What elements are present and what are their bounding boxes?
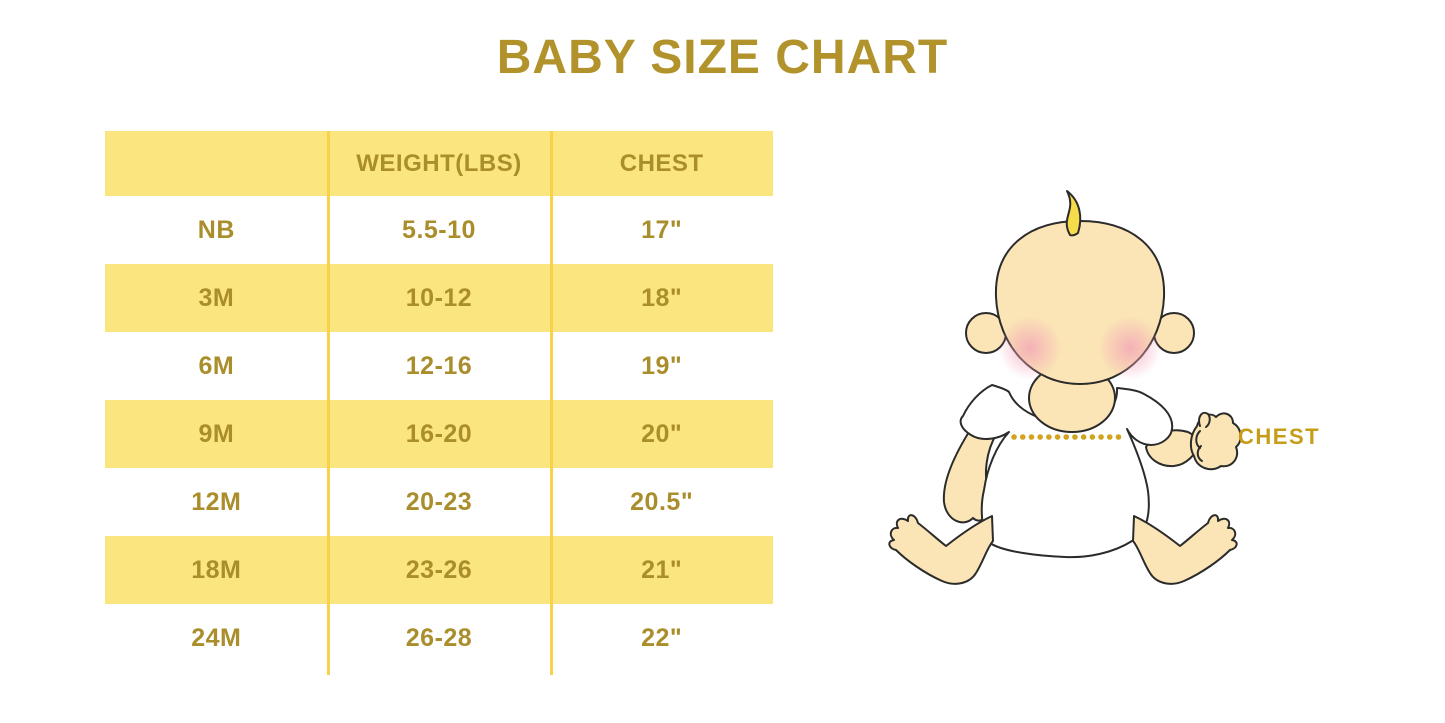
table-row-18m: 18M 23-26 21" <box>105 536 773 604</box>
weight-cell: 16-20 <box>405 419 473 448</box>
size-cell: 12M <box>191 487 242 516</box>
column-divider-1 <box>327 131 330 675</box>
size-table: WEIGHT(LBS) CHEST NB 5.5-10 17" 3M 10-12… <box>105 131 773 675</box>
weight-cell: 10-12 <box>405 283 473 312</box>
chest-cell: 18" <box>641 283 683 312</box>
size-cell: 6M <box>198 351 235 380</box>
baby-finger-line <box>1195 430 1201 449</box>
weight-cell: 23-26 <box>405 555 473 584</box>
weight-cell: 12-16 <box>405 351 473 380</box>
baby-illustration <box>888 190 1242 585</box>
table-header-row: WEIGHT(LBS) CHEST <box>105 131 773 196</box>
chest-label: CHEST <box>1238 424 1321 449</box>
chest-cell: 19" <box>641 351 683 380</box>
table-row-24m: 24M 26-28 22" <box>105 604 773 672</box>
size-cell: 9M <box>198 419 235 448</box>
table-row-3m: 3M 10-12 18" <box>105 264 773 332</box>
column-divider-2 <box>550 131 553 675</box>
weight-cell: 20-23 <box>405 487 473 516</box>
baby-onesie <box>959 384 1174 559</box>
size-cell: 3M <box>198 283 235 312</box>
weight-cell: 26-28 <box>405 623 473 652</box>
table-row-6m: 6M 12-16 19" <box>105 332 773 400</box>
table-row-12m: 12M 20-23 20.5" <box>105 468 773 536</box>
baby-finger-line <box>1196 445 1203 462</box>
baby-hair-tuft <box>1065 190 1082 237</box>
page-title: BABY SIZE CHART <box>496 31 949 84</box>
chest-cell: 22" <box>641 623 683 652</box>
header-weight: WEIGHT(LBS) <box>356 149 522 177</box>
baby-thumb <box>1198 411 1211 428</box>
chest-cell: 17" <box>641 215 683 244</box>
baby-right-leg <box>1132 514 1238 585</box>
baby-fist <box>1189 412 1242 471</box>
table-row-nb: NB 5.5-10 17" <box>105 196 773 264</box>
chest-cell: 20.5" <box>630 487 694 516</box>
baby-left-cheek <box>998 316 1062 380</box>
table-row-9m: 9M 16-20 20" <box>105 400 773 468</box>
weight-cell: 5.5-10 <box>402 215 476 244</box>
size-cell: 18M <box>191 555 242 584</box>
baby-left-leg <box>888 514 994 585</box>
size-cell: 24M <box>191 623 242 652</box>
baby-right-cheek <box>1098 316 1162 380</box>
header-chest: CHEST <box>619 149 704 177</box>
chest-cell: 20" <box>641 419 683 448</box>
chest-cell: 21" <box>641 555 683 584</box>
size-cell: NB <box>197 215 235 244</box>
